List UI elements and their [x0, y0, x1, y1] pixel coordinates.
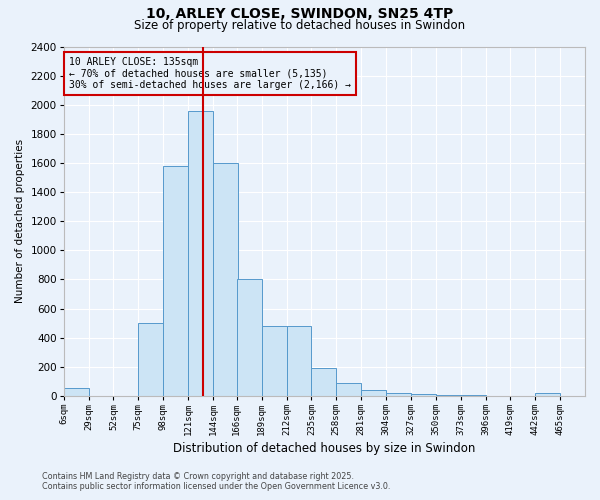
Bar	[411, 394, 436, 396]
Bar	[436, 395, 461, 396]
Text: 10 ARLEY CLOSE: 135sqm
← 70% of detached houses are smaller (5,135)
30% of semi-: 10 ARLEY CLOSE: 135sqm ← 70% of detached…	[69, 57, 351, 90]
Bar	[213, 163, 238, 396]
X-axis label: Distribution of detached houses by size in Swindon: Distribution of detached houses by size …	[173, 442, 476, 455]
Bar	[262, 326, 287, 396]
Bar	[188, 110, 213, 396]
Bar	[361, 390, 386, 396]
Text: Size of property relative to detached houses in Swindon: Size of property relative to detached ho…	[134, 18, 466, 32]
Y-axis label: Number of detached properties: Number of detached properties	[15, 139, 25, 303]
Bar	[336, 383, 361, 396]
Bar	[163, 166, 188, 396]
Text: 10, ARLEY CLOSE, SWINDON, SN25 4TP: 10, ARLEY CLOSE, SWINDON, SN25 4TP	[146, 8, 454, 22]
Bar	[311, 368, 336, 396]
Bar	[287, 326, 311, 396]
Bar	[535, 393, 560, 396]
Bar	[64, 388, 89, 396]
Bar	[237, 280, 262, 396]
Bar	[386, 393, 411, 396]
Bar	[139, 323, 163, 396]
Text: Contains HM Land Registry data © Crown copyright and database right 2025.
Contai: Contains HM Land Registry data © Crown c…	[42, 472, 391, 491]
